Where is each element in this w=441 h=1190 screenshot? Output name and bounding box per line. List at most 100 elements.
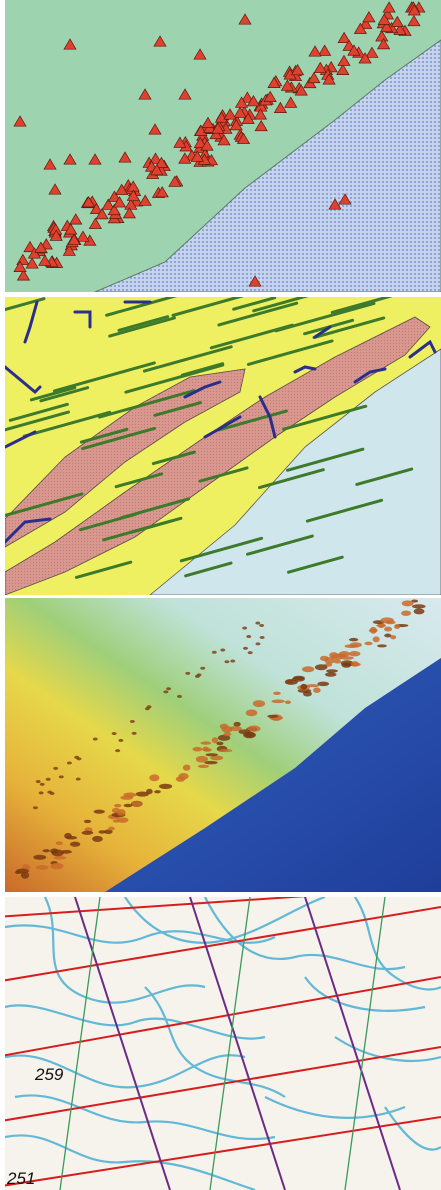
ridge-outcrop <box>35 780 41 784</box>
red-survey-track <box>5 976 441 1057</box>
ridge-outcrop <box>341 662 352 668</box>
triangle-marker <box>43 158 57 170</box>
green-lineament <box>79 512 138 532</box>
triangle-marker <box>382 1 396 13</box>
ridge-outcrop <box>244 732 255 738</box>
ridge-outcrop <box>111 732 117 736</box>
ridge-outcrop <box>324 672 337 677</box>
ridge-outcrop <box>42 849 50 853</box>
triangle-marker <box>358 52 372 64</box>
triangle-marker <box>89 202 104 215</box>
ridge-outcrop <box>202 746 210 752</box>
triangle-marker <box>150 163 164 176</box>
ridge-outcrop <box>364 641 373 646</box>
ridge-outcrop <box>411 599 419 603</box>
triangle-marker <box>353 22 368 34</box>
ridge-outcrop <box>224 660 230 664</box>
ridge-outcrop <box>38 791 44 795</box>
triangle-marker <box>280 79 295 91</box>
ridge-outcrop <box>69 841 81 847</box>
triangle-marker <box>209 127 223 140</box>
ridge-outcrop <box>329 652 339 659</box>
triangle-marker <box>88 153 102 165</box>
ridge-outcrop <box>246 635 252 639</box>
triangle-marker <box>69 213 83 225</box>
blue-fault <box>258 395 277 439</box>
ridge-outcrop <box>220 648 226 652</box>
ridge-outcrop <box>242 626 248 630</box>
green-lineament <box>151 450 196 466</box>
ridge-outcrop <box>200 666 206 670</box>
shaded-relief-bathymetry <box>5 598 441 892</box>
triangle-marker <box>81 195 96 208</box>
ridge-outcrop <box>252 700 266 708</box>
ridge-outcrop <box>255 621 261 625</box>
triangle-marker <box>16 269 31 281</box>
green-lineament <box>142 345 233 373</box>
contour-line <box>5 1004 266 1040</box>
triangle-marker <box>362 10 376 23</box>
ridge-outcrop <box>182 764 191 771</box>
triangle-marker <box>49 229 63 241</box>
triangle-marker <box>236 132 251 144</box>
ridge-outcrop <box>301 666 315 673</box>
triangle-marker <box>67 233 81 246</box>
green-lineament <box>105 297 178 317</box>
shaded-relief-panel <box>5 598 441 892</box>
triangle-marker <box>173 136 187 148</box>
triangle-marker <box>25 257 39 269</box>
triangle-marker <box>190 150 204 162</box>
sea-area <box>94 39 441 292</box>
triangle-marker <box>217 134 231 146</box>
triangle-marker <box>13 115 27 127</box>
triangle-marker <box>240 91 254 103</box>
ridge-outcrop <box>131 800 143 807</box>
green-lineament <box>217 409 288 432</box>
triangle-marker <box>263 90 277 102</box>
ridge-outcrop <box>271 699 285 704</box>
deep-basin <box>105 658 441 892</box>
triangle-marker <box>148 152 163 164</box>
triangle-marker <box>246 95 261 107</box>
ridge-outcrop <box>50 862 64 870</box>
green-lineament <box>98 389 196 419</box>
ridge-outcrop <box>384 633 392 638</box>
ridge-outcrop <box>368 628 378 633</box>
green-lineament <box>180 362 225 377</box>
green-lineament <box>39 386 90 403</box>
ridge-outcrop <box>350 661 359 667</box>
green-lineament <box>282 404 368 431</box>
triangle-marker <box>254 119 268 132</box>
triangle-marker <box>200 139 214 151</box>
triangle-marker <box>63 38 77 50</box>
ridge-outcrop <box>384 626 393 632</box>
triangle-marker <box>379 20 394 33</box>
ridge-outcrop <box>245 709 258 717</box>
triangle-marker <box>124 198 138 210</box>
red-survey-track <box>5 1046 441 1122</box>
ridge-outcrop <box>204 760 218 765</box>
triangle-marker <box>328 198 342 210</box>
triangle-marker <box>194 124 208 136</box>
triangle-marker <box>214 111 229 123</box>
triangle-marker <box>34 241 48 253</box>
ridge-outcrop <box>326 669 338 673</box>
ridge-outcrop <box>39 782 45 786</box>
ridge-outcrop <box>51 849 64 857</box>
triangle-marker <box>168 175 182 187</box>
triangle-marker <box>115 183 129 195</box>
ridge-outcrop <box>149 774 160 782</box>
ridge-outcrop <box>129 719 135 723</box>
purple-survey-track <box>189 897 286 1190</box>
ridge-outcrop <box>211 650 217 654</box>
ridge-outcrop <box>93 809 105 814</box>
ridge-outcrop <box>333 659 342 664</box>
green-lineament <box>74 560 133 579</box>
triangle-marker <box>308 45 322 57</box>
contour-track-map: 259 251 <box>5 897 441 1190</box>
ridge-outcrop <box>20 871 30 879</box>
ridge-outcrop <box>98 830 106 834</box>
ridge-outcrop <box>314 664 328 671</box>
ridge-outcrop <box>303 690 312 697</box>
ridge-outcrop <box>242 646 248 650</box>
